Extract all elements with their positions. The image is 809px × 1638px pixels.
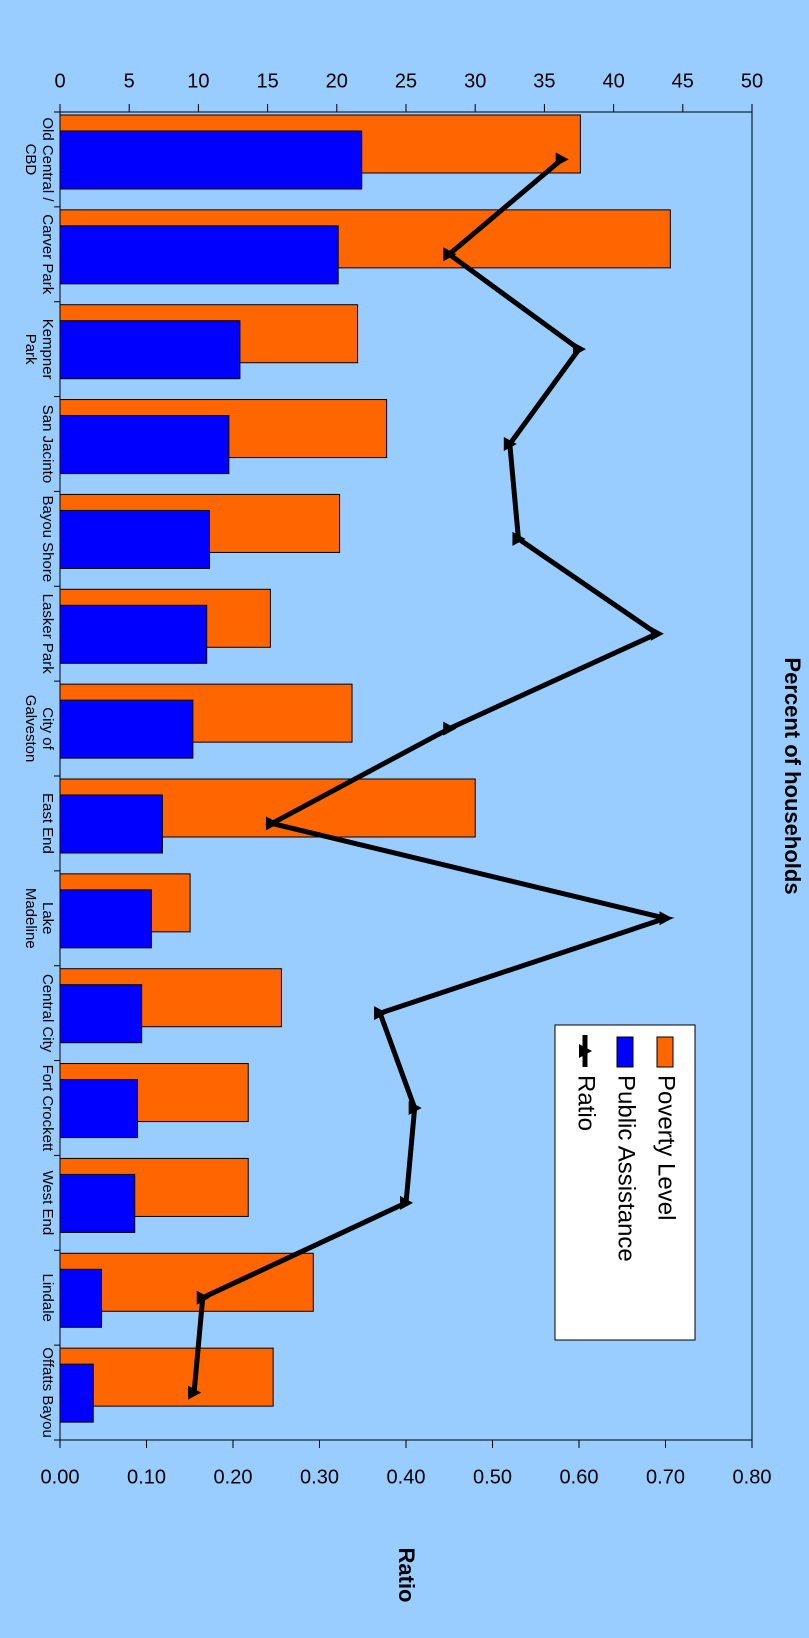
ratio-marker (659, 911, 673, 926)
ratio-marker (555, 152, 569, 167)
y-tick-label: 0 (54, 70, 65, 92)
x-tick-label-box: Lindale (39, 1273, 56, 1322)
y2-tick-label: 0.10 (127, 1466, 166, 1488)
x-tick-label-box: City of Galveston (22, 694, 56, 763)
y2-axis-title: Ratio (394, 1548, 419, 1603)
x-tick-label-box: Bayou Shore (39, 495, 56, 583)
bar (59, 1268, 103, 1328)
y2-tick-label: 0.40 (387, 1466, 426, 1488)
y2-tick-label: 0.20 (214, 1466, 253, 1488)
x-tick-label-box: West End (39, 1170, 56, 1236)
y2-tick-label: 0.50 (473, 1466, 512, 1488)
y-tick-label: 45 (672, 70, 694, 92)
bar (59, 699, 194, 759)
y-tick-label: 15 (256, 70, 278, 92)
rotated-chart: Percent of households Ratio 0 5 10 15 20 25 30… (22, 70, 805, 1603)
legend-swatch (656, 1036, 674, 1068)
bar (59, 320, 241, 380)
x-tick-label: City of Galveston (22, 694, 56, 763)
ratio-marker (188, 1385, 202, 1400)
y-tick-label: 50 (741, 70, 763, 92)
ratio-marker (503, 437, 517, 451)
y-tick-label: 35 (533, 70, 555, 92)
legend-swatch (616, 1036, 634, 1068)
y-tick-label: 10 (187, 70, 209, 92)
x-tick-label: Lake Madeline (22, 887, 56, 949)
x-tick-label-box: Old Central / CBD (22, 117, 56, 202)
bar (59, 889, 152, 949)
bar (59, 509, 210, 569)
bar (59, 984, 143, 1044)
y-tick-label: 5 (124, 70, 135, 92)
y2-tick-label: 0.80 (733, 1466, 772, 1488)
legend-label: Ratio (573, 1075, 600, 1131)
ratio-marker (650, 626, 664, 641)
x-tick-label: West End (39, 1170, 56, 1236)
legend-label: Public Assistance (613, 1075, 640, 1262)
bar (59, 1173, 136, 1233)
ratio-marker (573, 342, 586, 357)
ratio-marker (196, 1290, 210, 1305)
ratio-marker (265, 816, 279, 831)
x-tick-label: Bayou Shore (39, 495, 56, 583)
x-tick-label: Lindale (39, 1273, 56, 1322)
x-tick-label-box: Lasker Park (39, 593, 56, 674)
ratio-marker (400, 1195, 413, 1210)
y2-tick-label: 0.30 (300, 1466, 339, 1488)
x-tick-label: Old Central / CBD (22, 117, 56, 202)
x-tick-label-box: San Jacinto (39, 404, 56, 484)
ratio-marker (408, 1101, 422, 1115)
x-tick-label-box: East End (39, 792, 56, 854)
legend-box (554, 1024, 696, 1341)
x-tick-label-box: Fort Crockett (39, 1064, 56, 1152)
ratio-marker (512, 531, 526, 546)
bar (59, 1363, 94, 1423)
bar (59, 1079, 139, 1139)
y-tick-label: 40 (602, 70, 624, 92)
x-tick-label-box: Kempner Park (22, 318, 56, 380)
x-tick-label-box: Offatts Bayou (39, 1347, 56, 1438)
x-tick-label: East End (39, 792, 56, 854)
y2-tick-label: 0.60 (560, 1466, 599, 1488)
x-tick-label: Fort Crockett (39, 1064, 56, 1152)
bar (59, 794, 163, 854)
y-axis-title: Percent of households (780, 657, 805, 894)
x-tick-label: Offatts Bayou (39, 1347, 56, 1438)
y2-tick-label: 0.70 (646, 1466, 685, 1488)
x-tick-label-box: Carver Park (39, 214, 56, 295)
legend-label: Poverty Level (653, 1075, 680, 1220)
y-tick-label: 20 (326, 70, 348, 92)
y-tick-label: 25 (395, 70, 417, 92)
x-tick-label: San Jacinto (39, 404, 56, 484)
x-tick-label: Kempner Park (22, 318, 56, 380)
ratio-line (191, 157, 675, 1393)
ratio-marker (443, 721, 457, 736)
bar (59, 130, 363, 190)
x-tick-label-box: Lake Madeline (22, 887, 56, 949)
ratio-marker (374, 1006, 388, 1021)
ratio-marker (443, 247, 457, 262)
y2-tick-label: 0.00 (41, 1466, 80, 1488)
legend-marker (579, 1044, 592, 1058)
bar (59, 604, 208, 664)
bar (59, 225, 339, 285)
y-tick-label: 30 (464, 70, 486, 92)
x-tick-label: Lasker Park (39, 593, 56, 674)
bar (59, 415, 230, 475)
x-tick-label: Central City (39, 973, 56, 1053)
x-tick-label-box: Central City (39, 973, 56, 1053)
x-tick-label: Carver Park (39, 214, 56, 295)
